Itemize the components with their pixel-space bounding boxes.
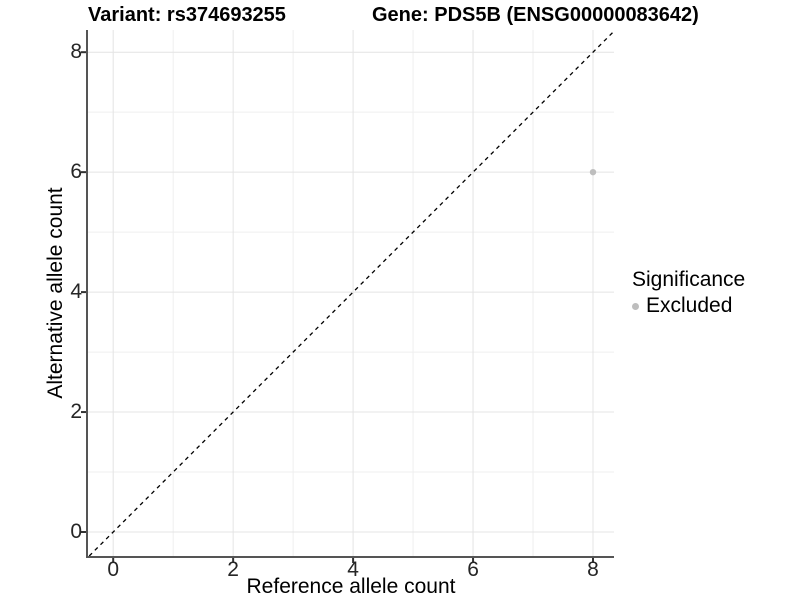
legend-key-dot-icon xyxy=(632,302,639,310)
x-tick-label: 0 xyxy=(107,558,120,581)
y-axis-title: Alternative allele count xyxy=(44,187,67,399)
legend: Significance Excluded xyxy=(632,268,745,318)
y-tick-label: 2 xyxy=(70,400,82,424)
identity-line xyxy=(88,30,615,557)
y-tick-label: 0 xyxy=(70,520,82,543)
x-tick-label: 8 xyxy=(587,558,599,581)
x-axis-title: Reference allele count xyxy=(246,575,456,598)
legend-item-label: Excluded xyxy=(646,294,733,317)
legend-title: Significance xyxy=(632,268,746,291)
x-tick-label: 6 xyxy=(467,558,479,581)
x-tick-label: 4 xyxy=(347,558,359,581)
gene-title: Gene: PDS5B (ENSG00000083642) xyxy=(372,4,699,26)
x-tick-label: 2 xyxy=(227,558,239,581)
y-tick-label: 4 xyxy=(70,280,82,304)
legend-item-excluded: Excluded xyxy=(632,294,745,318)
y-tick-label: 6 xyxy=(70,160,82,184)
variant-title: Variant: rs374693255 xyxy=(88,4,286,26)
y-tick-label: 8 xyxy=(70,40,82,64)
data-point xyxy=(589,168,597,176)
